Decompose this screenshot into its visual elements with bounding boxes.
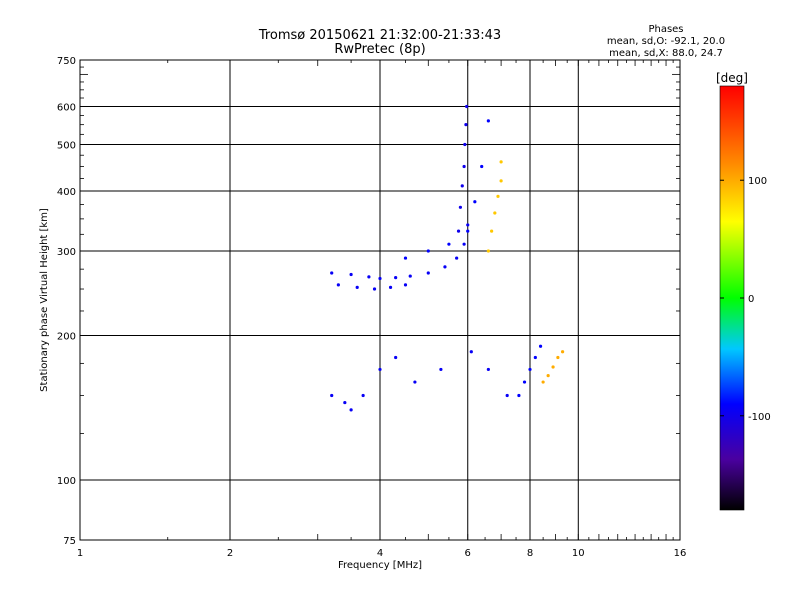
echo-point: high-frequency echoes (533, 355, 537, 360)
x-ticks: 1 2 4 6 8 10 16 (77, 60, 687, 559)
echo-point: F-layer trace (367, 275, 371, 279)
echo-point: E/Es lower echoes (343, 400, 347, 405)
echo-point: high-frequency echoes (528, 367, 532, 372)
echo-point: F-layer cusp (462, 164, 466, 169)
y-tick-label: 500 (57, 141, 76, 152)
echo-point: E/Es lower echoes (378, 367, 382, 372)
echo-point: F-layer cusp (463, 142, 467, 147)
x-tick-label: 2 (227, 548, 233, 559)
echo-point: F-layer lower trace (388, 285, 393, 289)
echo-point: upper trace (426, 249, 430, 253)
chart-title-line2: RwPretec (8p) (334, 42, 425, 57)
echo-point: F-layer lower trace (336, 283, 340, 287)
x-tick-label: 8 (527, 548, 533, 559)
colorbar-unit: [deg] (716, 71, 748, 85)
echo-point: X-mode trace (490, 229, 494, 233)
echo-point: F-layer trace (349, 272, 353, 277)
echo-point: E/Es lower echoes (505, 393, 509, 398)
stats-heading: Phases (648, 24, 683, 35)
echo-point: F-layer trace (330, 271, 334, 275)
echo-point: F-layer cusp (456, 229, 461, 233)
x-tick-label: 4 (377, 548, 383, 559)
echo-point: X-mode trace (486, 249, 490, 253)
y-tick-label: 300 (57, 247, 76, 258)
data-points: F-layer trace F-layer trace F-layer trace F… (330, 104, 565, 412)
y-tick-label: 200 (57, 332, 76, 343)
y-ticks: 75 100 200 300 400 500 600 750 (57, 56, 680, 547)
echo-point: F-layer trace (455, 256, 459, 260)
echo-point: upper trace (473, 200, 477, 204)
colorbar-ticks: 100 0 -100 (720, 176, 771, 423)
echo-point: E/Es lower echoes (439, 367, 443, 372)
echo-point: high-frequency echoes (522, 380, 527, 384)
echo-point: X-mode trace (499, 160, 503, 164)
echo-point: F-layer trace (394, 276, 398, 280)
echo-point: F-layer cusp (464, 123, 468, 127)
echo-point: upper trace (486, 119, 490, 123)
grid-layer (80, 60, 680, 540)
x-tick-label: 1 (77, 548, 83, 559)
echo-point: F-layer trace (462, 242, 466, 246)
x-axis-label: Frequency [MHz] (338, 560, 422, 571)
echo-point: F-layer trace (408, 274, 412, 278)
echo-point: F-layer cusp (460, 184, 464, 188)
echo-point: E/Es lower echoes (486, 367, 490, 372)
echo-point: F-layer lower trace (372, 287, 377, 291)
echo-point: F-layer trace (443, 265, 447, 269)
echo-point: F-layer trace (378, 276, 382, 281)
echo-point: E/Es lower echoes (330, 393, 334, 398)
y-tick-label: 100 (57, 476, 76, 487)
x-tick-label: 10 (572, 548, 585, 559)
echo-point: high-frequency echoes (538, 344, 543, 348)
echo-point: upper trace (480, 164, 484, 169)
echo-point: X-mode high-frequency echoes (560, 350, 565, 354)
echo-point: F-layer lower trace (403, 283, 408, 287)
x-tick-label: 6 (465, 548, 471, 559)
x-tick-label: 16 (674, 548, 687, 559)
y-tick-label: 75 (63, 536, 76, 547)
echo-point: X-mode high-frequency echoes (551, 365, 555, 369)
y-tick-label: 600 (57, 103, 76, 114)
echo-point: F-layer cusp (458, 205, 463, 209)
echo-point: F-layer trace (466, 223, 470, 227)
echo-point: E/Es lower echoes (349, 408, 353, 412)
colorbar-tick-label: 100 (748, 176, 767, 187)
echo-point: upper trace (447, 242, 451, 246)
echo-point: F-layer lower trace (355, 285, 359, 289)
echo-point: upper trace (466, 229, 470, 233)
echo-point: X-mode trace (496, 194, 500, 198)
echo-point: X-mode high-frequency echoes (546, 374, 550, 378)
echo-point: high-frequency echoes (517, 393, 521, 398)
echo-point: X-mode high-frequency echoes (541, 380, 545, 384)
y-tick-label: 400 (57, 187, 76, 198)
colorbar-tick-label: 0 (748, 294, 754, 305)
echo-point: F-layer trace (426, 271, 430, 275)
echo-point: E/Es lower echoes (413, 380, 417, 384)
echo-point: X-mode high-frequency echoes (556, 355, 560, 360)
y-tick-label: 750 (57, 56, 76, 67)
chart-title-line1: Tromsø 20150621 21:32:00-21:33:43 (258, 28, 501, 43)
echo-point: X-mode trace (493, 211, 497, 215)
echo-point: F-layer cusp (465, 104, 469, 109)
echo-point: E/Es lower echoes (361, 393, 365, 398)
stats-x-mode: mean, sd,X: 88.0, 24.7 (609, 48, 723, 59)
colorbar-tick-label: -100 (748, 412, 771, 423)
echo-point: E/Es lower echoes (469, 350, 473, 354)
echo-point: X-mode trace (499, 179, 503, 183)
y-axis-label: Stationary phase Virtual Height [km] (39, 208, 50, 392)
echo-point: upper trace (403, 256, 408, 260)
stats-o-mode: mean, sd,O: -92.1, 20.0 (607, 36, 725, 47)
echo-point: E/Es lower echoes (394, 355, 398, 360)
